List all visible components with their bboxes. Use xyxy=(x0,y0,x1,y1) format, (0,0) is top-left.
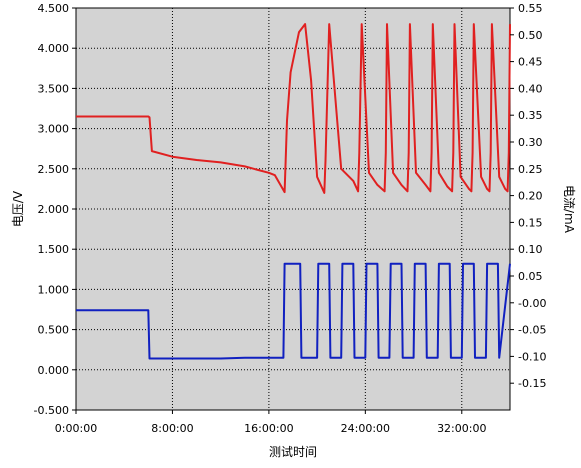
left-tick-label-8: 0.500 xyxy=(38,324,70,337)
series-line-1 xyxy=(76,262,511,360)
x-tick-label-4: 32:00:00 xyxy=(437,422,486,435)
right-tick-label-8: 0.15 xyxy=(518,216,543,229)
x-axis-label: 测试时间 xyxy=(269,444,317,459)
right-tick-label-4: 0.35 xyxy=(518,109,543,122)
left-tick-label-2: 3.500 xyxy=(38,82,70,95)
left-tick-label-1: 4.000 xyxy=(38,42,70,55)
x-tick-label-3: 24:00:00 xyxy=(341,422,390,435)
right-tick-label-12: -0.05 xyxy=(518,324,546,337)
left-tick-label-0: 4.500 xyxy=(38,2,70,15)
x-tick-label-0: 0:00:00 xyxy=(55,422,97,435)
series-group xyxy=(76,23,511,360)
left-tick-label-7: 1.000 xyxy=(38,283,70,296)
right-tick-label-2: 0.45 xyxy=(518,56,543,69)
right-tick-label-11: -0.00 xyxy=(518,297,546,310)
right-tick-label-0: 0.55 xyxy=(518,2,543,15)
left-tick-label-9: 0.000 xyxy=(38,364,70,377)
right-tick-label-3: 0.40 xyxy=(518,82,543,95)
left-tick-label-10: -0.500 xyxy=(34,404,69,417)
left-tick-label-4: 2.500 xyxy=(38,163,70,176)
right-axis-ticks: 0.55 0.50 0.45 0.40 0.35 0.30 0.25 0.20 0.15 0.10… xyxy=(510,2,546,390)
left-axis-ticks: 4.500 4.000 3.500 3.000 2.500 2.000 1.500 1.000… xyxy=(34,2,76,417)
left-tick-label-3: 3.000 xyxy=(38,123,70,136)
x-tick-label-2: 16:00:00 xyxy=(244,422,293,435)
left-tick-label-6: 1.500 xyxy=(38,243,70,256)
series-line-0 xyxy=(76,23,511,194)
right-tick-label-1: 0.50 xyxy=(518,29,543,42)
right-tick-label-5: 0.30 xyxy=(518,136,543,149)
left-axis-label: 电压/V xyxy=(11,190,25,227)
right-tick-label-10: 0.05 xyxy=(518,270,543,283)
right-tick-label-9: 0.10 xyxy=(518,243,543,256)
right-tick-label-7: 0.20 xyxy=(518,190,543,203)
left-tick-label-5: 2.000 xyxy=(38,203,70,216)
right-tick-label-14: -0.15 xyxy=(518,377,546,390)
right-tick-label-13: -0.10 xyxy=(518,350,546,363)
x-tick-label-1: 8:00:00 xyxy=(151,422,193,435)
right-axis-label: 电流/mA xyxy=(562,185,576,234)
right-tick-label-6: 0.25 xyxy=(518,163,543,176)
grid-lines xyxy=(76,8,510,410)
x-axis-ticks: 0:00:00 8:00:00 16:00:00 24:00:00 32:00:00 xyxy=(55,410,486,435)
